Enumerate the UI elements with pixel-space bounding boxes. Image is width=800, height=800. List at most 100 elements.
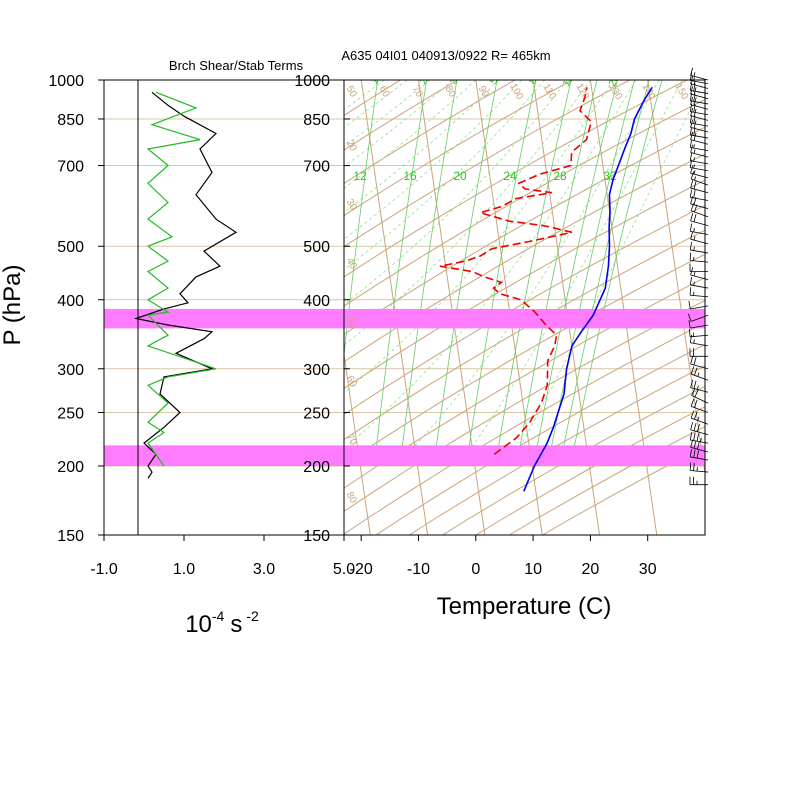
wind-barb-flag <box>688 301 691 310</box>
wind-barb-flag <box>691 388 696 396</box>
wind-barb-staff <box>690 387 709 393</box>
wind-barb-half-flag <box>693 236 696 241</box>
wind-barb-half-flag <box>693 281 695 286</box>
wind-barb-staff <box>690 238 709 245</box>
wind-barb-flag <box>689 287 692 296</box>
left-x-axis-label-base: 10 <box>185 611 212 638</box>
wind-barb-flag <box>690 144 694 153</box>
skewt-mixing-ratio-line <box>533 80 618 467</box>
skewt-moist-adiabat <box>344 80 522 240</box>
wind-barb-flag <box>696 423 700 432</box>
skewt-title: A635 04I01 040913/0922 R= 465km <box>341 48 550 63</box>
left-x-axis-label-exp2: -2 <box>246 608 259 624</box>
wind-barb-half-flag <box>693 149 696 154</box>
skewt-mixing-ratio-bottom-label: 1 <box>369 76 382 87</box>
left-x-tick-label: 5.0 <box>333 561 355 578</box>
wind-barb-flag <box>690 180 694 189</box>
skewt-dry-adiabat-label: 40 <box>344 256 359 272</box>
wind-barb-flag <box>693 181 697 190</box>
wind-barb-flag <box>690 213 694 222</box>
skewt-isotherm-label: 60 <box>377 84 392 100</box>
skewt-moist-adiabat <box>344 80 591 346</box>
wind-barb-flag <box>689 223 693 232</box>
wind-barb-staff <box>690 122 709 127</box>
wind-barb-flag <box>693 83 696 92</box>
wind-barb-half-flag <box>693 72 696 77</box>
wind-barb-flag <box>689 449 693 458</box>
wind-barb-flag <box>690 86 694 95</box>
wind-barb-half-flag <box>693 339 695 344</box>
wind-barb-staff <box>690 187 709 194</box>
skewt-isotherm <box>360 80 429 535</box>
wind-barb-half-flag <box>693 164 695 169</box>
skewt-x-tick-label: 10 <box>524 561 542 578</box>
skewt-isotherm-label: 110 <box>540 82 558 102</box>
skewt-mixing-ratio-bottom-label: 3 <box>448 76 461 87</box>
wind-barb-flag <box>690 171 695 180</box>
skewt-x-tick-label: -10 <box>407 561 430 578</box>
wind-barb-flag <box>689 139 693 148</box>
wind-barb-half-flag <box>693 157 695 162</box>
skewt-dry-adiabat-label: 60 <box>344 374 359 390</box>
wind-barb-flag <box>693 440 697 449</box>
left-axis-ticks: 150 200 250 300 400 500 700 850 1000 -1.0 1.0 3.0 5.… <box>48 73 355 578</box>
wind-barb-staff <box>690 324 709 329</box>
skewt-dry-adiabat <box>408 365 705 535</box>
skewt-mixing-ratio-bottom-label: 5 <box>488 76 501 87</box>
wind-barb-half-flag <box>693 77 695 82</box>
skewt-isotherm-label: 100 <box>507 82 525 102</box>
left-x-tick-label: -1.0 <box>90 561 118 578</box>
wind-barb-flag <box>690 379 694 388</box>
skewt-isotherm <box>75 80 141 535</box>
wind-barb-staff <box>690 104 709 110</box>
wind-barb-staff <box>690 284 709 289</box>
skewt-mixing-ratio-line <box>465 80 537 467</box>
wind-barb-half-flag <box>693 176 697 181</box>
skewt-isotherm <box>762 80 800 535</box>
skewt-y-tick-label: 700 <box>303 159 330 176</box>
shear-stab-panel: 150 200 250 300 400 500 700 850 1000 -1.0 1.0 3.0 5.… <box>0 58 355 638</box>
wind-barb-flag <box>696 441 700 450</box>
wind-barb-flag <box>689 432 693 441</box>
wind-barb-staff <box>690 294 709 298</box>
wind-barb-staff <box>690 172 709 179</box>
left-y-tick-label: 150 <box>57 528 84 545</box>
wind-barb-staff <box>690 446 709 453</box>
left-x-tick-label: 1.0 <box>173 561 195 578</box>
skewt-dry-adiabat <box>344 80 630 248</box>
skewt-dry-adiabat <box>344 80 688 278</box>
wind-barb-half-flag <box>697 416 700 421</box>
wind-barb-flag <box>690 410 695 419</box>
skewt-mixing-ratio-line <box>547 80 635 467</box>
wind-barb-flag <box>693 127 696 136</box>
wind-barb-staff <box>690 197 709 201</box>
skewt-isotherm-label: 90 <box>476 84 491 100</box>
wind-barb-flag <box>693 367 698 376</box>
skewt-dry-adiabat <box>344 126 705 335</box>
skewt-isotherm <box>132 80 198 535</box>
left-y-tick-label: 200 <box>57 459 84 476</box>
skewt-isotherm-label: 150 <box>672 82 690 102</box>
wind-barb-staff <box>690 90 709 94</box>
wind-barb-staff <box>690 231 709 235</box>
wind-barb-staff <box>690 363 709 370</box>
wind-barb-staff <box>690 334 709 338</box>
wind-barb-staff <box>690 314 709 322</box>
skewt-dry-adiabat <box>344 229 705 441</box>
skewt-isotherm <box>704 80 705 84</box>
wind-barb-flag <box>693 120 697 129</box>
wind-barb-flag <box>690 231 694 240</box>
wind-barb-staff <box>690 126 709 133</box>
left-x-tick-label: 3.0 <box>253 561 275 578</box>
wind-barb-flag <box>690 67 694 76</box>
skewt-panel-frame <box>343 79 706 536</box>
skewt-highlight-band <box>344 445 705 467</box>
skewt-moist-adiabat <box>344 80 408 128</box>
skewt-x-tick-label: 30 <box>639 561 657 578</box>
left-y-tick-label: 300 <box>57 362 84 379</box>
wind-barb-staff <box>690 429 709 435</box>
left-x-axis-label-exp1: -4 <box>212 608 225 624</box>
temperature-profile <box>523 86 653 492</box>
left-y-tick-label: 850 <box>57 112 84 129</box>
